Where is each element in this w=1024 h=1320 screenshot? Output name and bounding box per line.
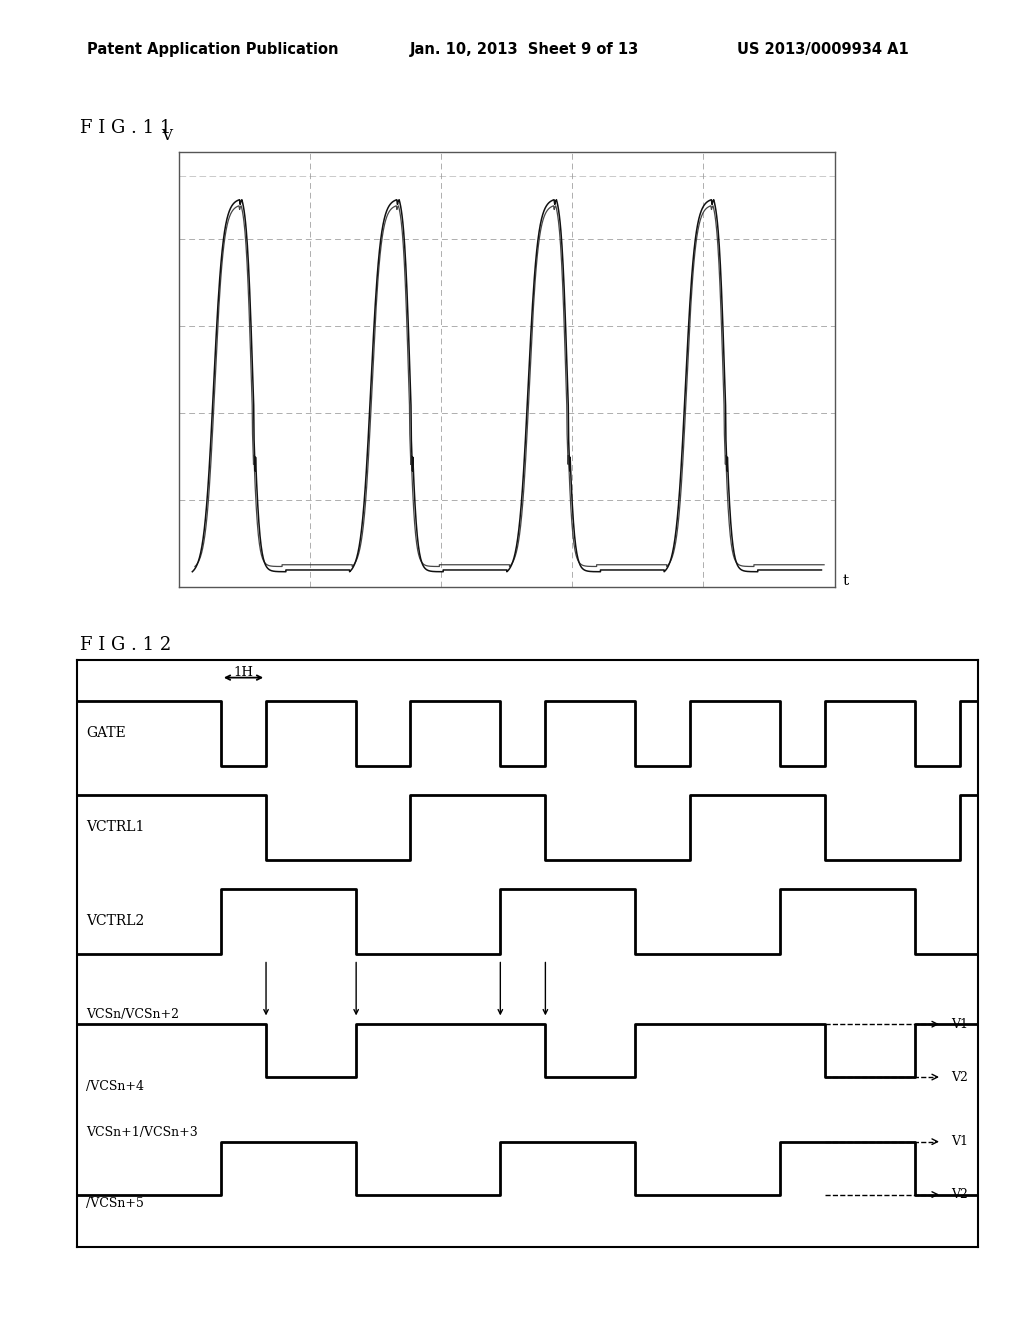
Text: US 2013/0009934 A1: US 2013/0009934 A1: [737, 42, 909, 57]
Text: VCSn/VCSn+2: VCSn/VCSn+2: [86, 1008, 179, 1022]
Text: V2: V2: [951, 1188, 968, 1201]
Text: V: V: [162, 128, 172, 143]
Text: VCSn+1/VCSn+3: VCSn+1/VCSn+3: [86, 1126, 198, 1139]
Text: F I G . 1 2: F I G . 1 2: [80, 636, 171, 655]
Text: Patent Application Publication: Patent Application Publication: [87, 42, 339, 57]
Text: VCTRL2: VCTRL2: [86, 915, 144, 928]
Text: GATE: GATE: [86, 726, 126, 741]
Text: V2: V2: [951, 1071, 968, 1084]
Text: 1H: 1H: [233, 665, 254, 678]
Text: VCTRL1: VCTRL1: [86, 821, 144, 834]
Text: /VCSn+4: /VCSn+4: [86, 1080, 143, 1093]
Text: V1: V1: [951, 1135, 968, 1148]
Text: /VCSn+5: /VCSn+5: [86, 1197, 143, 1210]
Text: V1: V1: [951, 1018, 968, 1031]
Text: t: t: [843, 574, 849, 587]
Text: Jan. 10, 2013  Sheet 9 of 13: Jan. 10, 2013 Sheet 9 of 13: [410, 42, 639, 57]
Text: F I G . 1 1: F I G . 1 1: [80, 119, 171, 137]
